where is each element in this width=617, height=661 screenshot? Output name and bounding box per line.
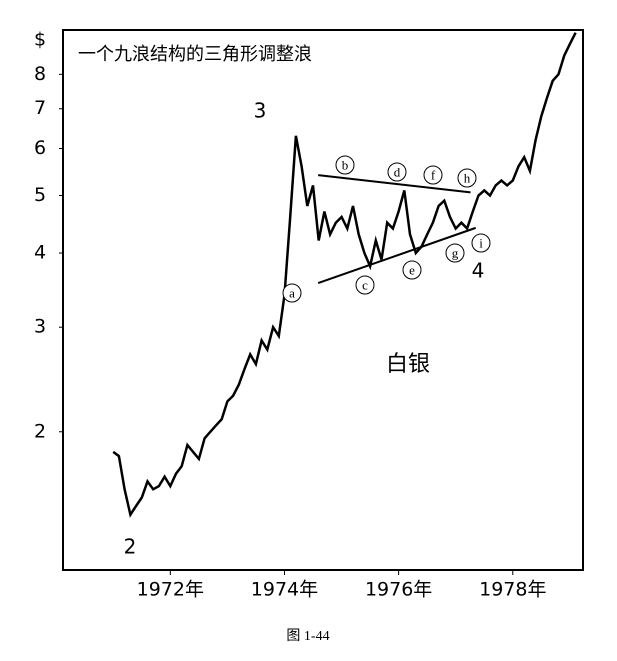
wave-label: 2 (124, 535, 137, 559)
sub-wave-label: e (409, 263, 415, 278)
sub-wave-circle (457, 168, 477, 188)
sub-wave-circle (355, 275, 375, 295)
sub-wave-circle (445, 243, 465, 263)
sub-wave-circle (335, 155, 355, 175)
plot-frame (62, 29, 584, 571)
y-tick-label: 7 (34, 97, 46, 119)
sub-wave-label: h (464, 171, 471, 186)
trendline (318, 174, 471, 194)
price-line (112, 32, 577, 518)
sub-wave-circle (423, 165, 443, 185)
sub-wave-label: c (362, 278, 368, 293)
sub-wave-circle (402, 260, 422, 280)
sub-wave-circle (471, 233, 491, 253)
chart-title: 一个九浪结构的三角形调整浪 (78, 44, 312, 65)
x-tick-label: 1974年 (251, 579, 318, 601)
wave-label: 3 (254, 99, 267, 123)
y-tick-label: 8 (34, 63, 46, 85)
y-tick-label: 5 (34, 184, 46, 206)
wave-label: 4 (472, 259, 485, 283)
y-axis-label: $ (34, 29, 46, 51)
y-tick-label: 4 (34, 242, 46, 264)
sub-wave-circle (387, 162, 407, 182)
sub-wave-label: i (479, 236, 483, 251)
trendline (317, 226, 477, 285)
sub-wave-label: b (342, 158, 349, 173)
sub-wave-circle (282, 283, 302, 303)
sub-wave-label: f (431, 168, 436, 183)
y-tick-label: 2 (34, 420, 46, 442)
y-tick-label: 3 (34, 316, 46, 338)
sub-wave-label: a (289, 286, 295, 301)
sub-wave-label: d (394, 165, 401, 180)
y-tick-label: 6 (34, 137, 46, 159)
sub-wave-label: g (452, 246, 459, 261)
x-tick-label: 1978年 (479, 579, 546, 601)
x-tick-label: 1972年 (137, 579, 204, 601)
caption: 图 1-44 (286, 629, 329, 644)
x-tick-label: 1976年 (365, 579, 432, 601)
series-label: 白银 (386, 352, 430, 377)
